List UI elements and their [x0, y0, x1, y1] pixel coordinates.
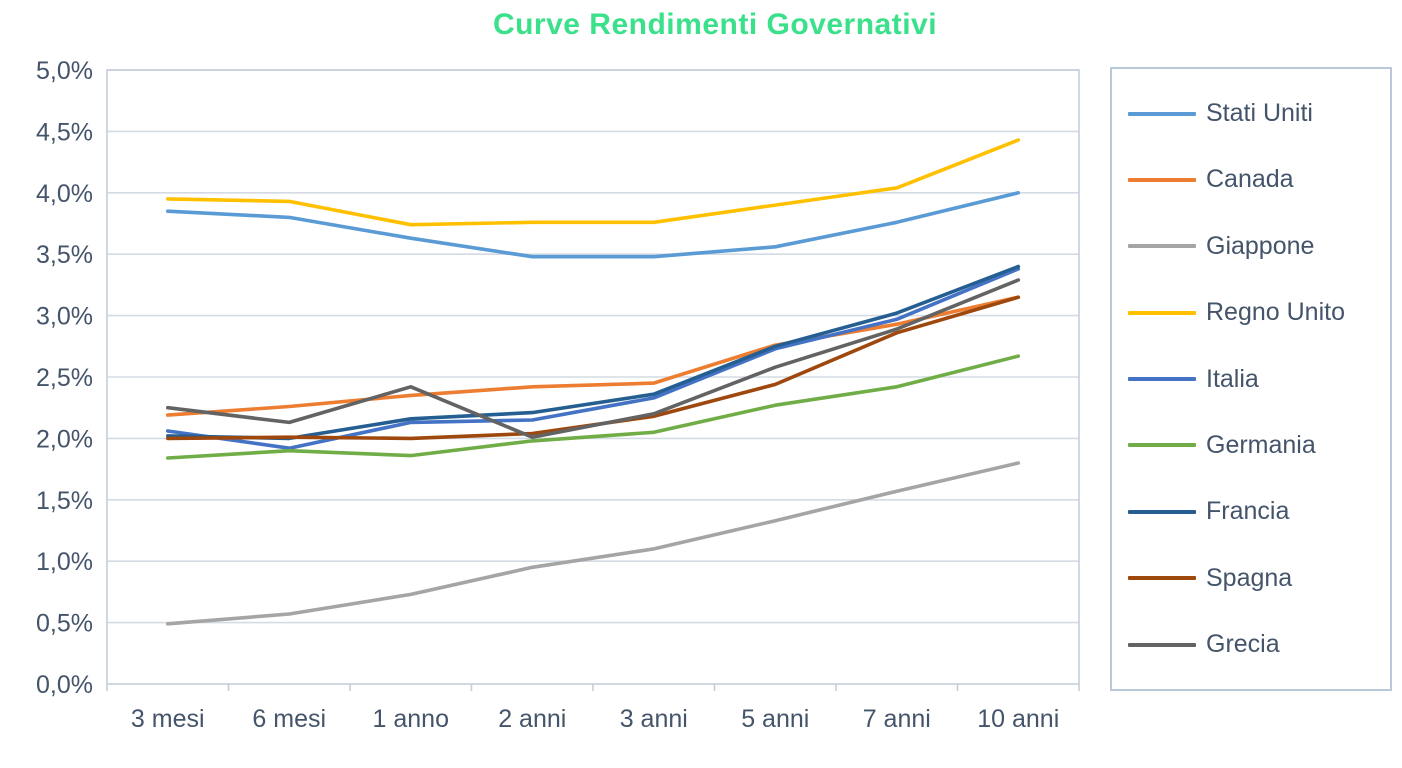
series-line-francia [166, 264, 1021, 441]
y-axis-tick-label: 5,0% [36, 57, 93, 85]
legend-line-swatch [1128, 576, 1196, 581]
legend-label: Germania [1206, 430, 1316, 459]
legend-label: Stati Uniti [1206, 99, 1313, 127]
x-axis-category-label: 5 anni [741, 705, 809, 733]
y-axis-tick-label: 2,5% [36, 364, 93, 392]
series-line-spagna [166, 295, 1021, 441]
legend-item-grecia: Grecia [1128, 630, 1390, 659]
y-axis-tick-label: 3,5% [36, 241, 93, 269]
legend-label: Grecia [1206, 630, 1280, 658]
y-axis-tick-label: 1,5% [36, 487, 93, 515]
legend-label: Regno Unito [1206, 298, 1345, 327]
series-line-italia [166, 267, 1021, 451]
y-axis-tick-label: 1,0% [36, 548, 93, 576]
x-axis-category-label: 3 mesi [131, 705, 205, 733]
legend-line-swatch [1128, 111, 1196, 116]
series-line-regno-unito [166, 138, 1021, 227]
legend-line-swatch [1128, 642, 1196, 647]
legend-line-swatch [1128, 509, 1196, 514]
series-line-germania [166, 354, 1021, 460]
legend-line-swatch [1128, 377, 1196, 381]
legend-label: Francia [1206, 497, 1290, 526]
x-axis-category-label: 7 anni [863, 705, 931, 733]
x-axis-category-label: 3 anni [620, 705, 688, 733]
y-axis-tick-label: 2,0% [36, 425, 93, 453]
x-axis-category-label: 6 mesi [252, 705, 326, 733]
y-axis-tick-label: 3,0% [36, 303, 93, 331]
legend-label: Giappone [1206, 231, 1315, 260]
chart-legend: Stati Uniti Canada Giappone Regno Unito Ital… [1110, 67, 1392, 691]
x-axis-category-label: 2 anni [498, 705, 566, 733]
legend-item-regno-unito: Regno Unito [1128, 298, 1390, 327]
series-line-grecia [166, 278, 1021, 440]
legend-item-stati-uniti: Stati Uniti [1128, 99, 1390, 128]
series-line-stati-uniti [166, 191, 1021, 259]
legend-label: Italia [1206, 364, 1259, 393]
y-axis-tick-label: 4,0% [36, 180, 93, 208]
x-axis-category-label: 10 anni [977, 705, 1059, 733]
y-axis-tick-label: 0,0% [36, 671, 93, 699]
legend-item-francia: Francia [1128, 497, 1390, 526]
series-line-canada [166, 295, 1021, 417]
legend-item-spagna: Spagna [1128, 564, 1390, 593]
legend-label: Spagna [1206, 563, 1293, 592]
legend-line-swatch [1128, 443, 1196, 448]
legend-item-giappone: Giappone [1128, 232, 1390, 261]
legend-line-swatch [1128, 244, 1196, 249]
chart-title: Curve Rendimenti Governativi [492, 8, 938, 41]
y-axis-tick-label: 4,5% [36, 118, 93, 146]
legend-line-swatch [1128, 310, 1196, 315]
legend-label: Canada [1206, 165, 1294, 194]
legend-line-swatch [1128, 177, 1196, 182]
x-axis-category-label: 1 anno [373, 705, 449, 733]
y-axis-tick-label: 0,5% [36, 610, 93, 638]
series-line-giappone [166, 461, 1021, 626]
legend-item-canada: Canada [1128, 165, 1390, 194]
legend-item-germania: Germania [1128, 431, 1390, 460]
legend-item-italia: Italia [1128, 365, 1390, 394]
